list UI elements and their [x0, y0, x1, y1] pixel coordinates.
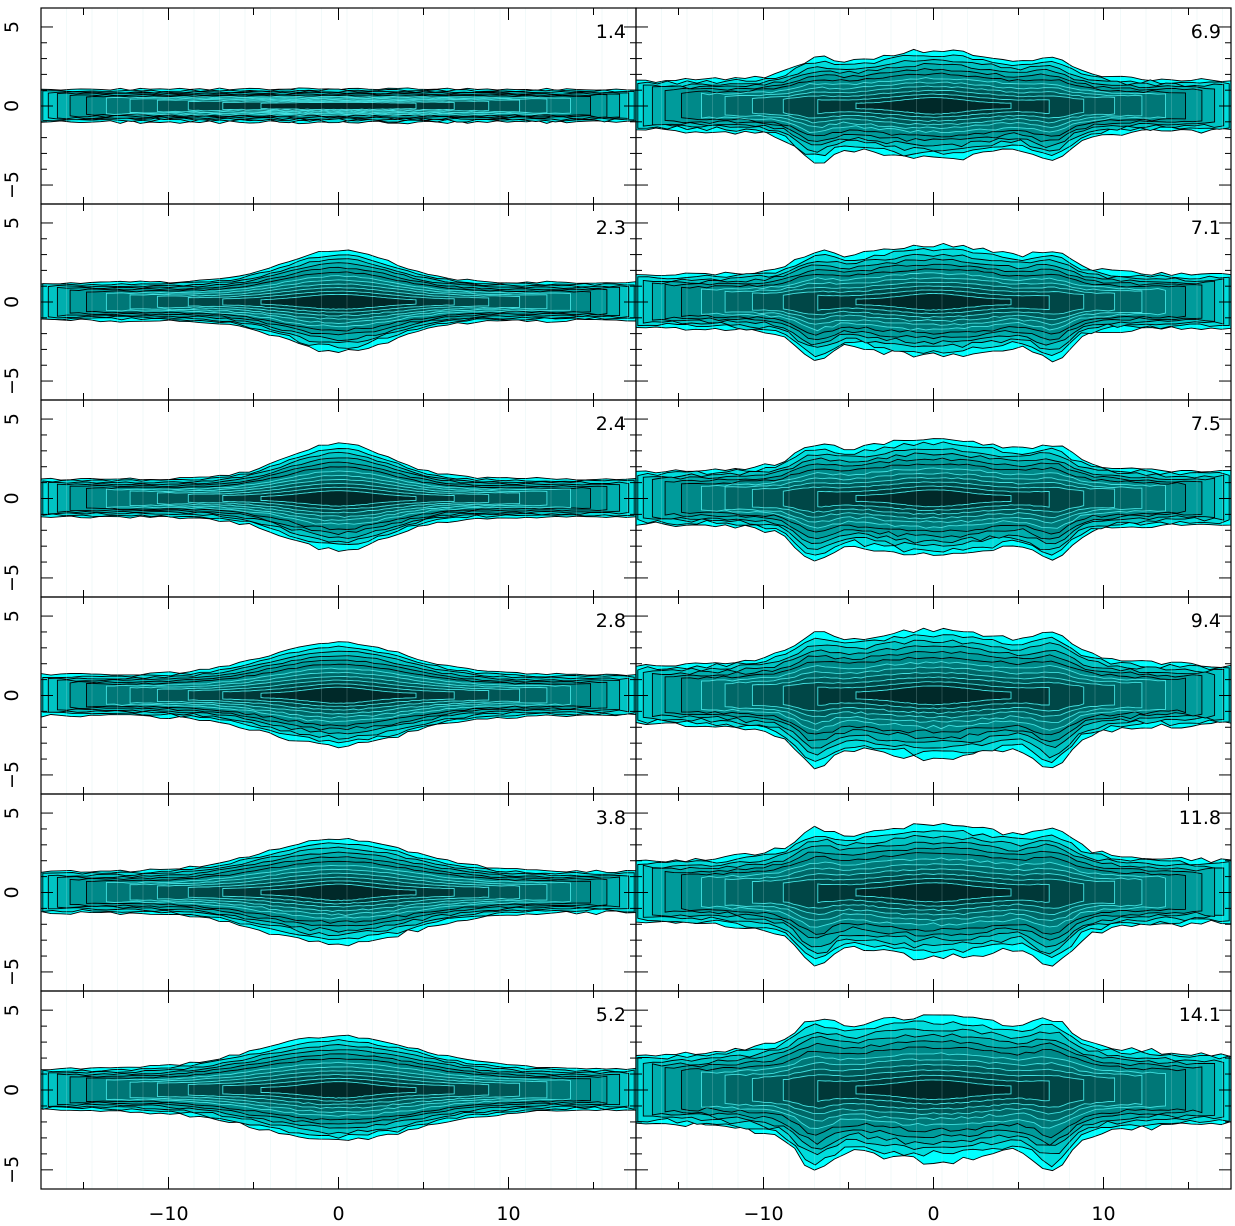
panel-label: 1.4	[596, 21, 626, 43]
x-tick-label: 0	[927, 1203, 939, 1225]
panel-6-9: 6.9	[635, 7, 1232, 205]
contour-fill	[636, 991, 1231, 1189]
x-tick-label: −10	[743, 1203, 783, 1225]
grid-lines	[661, 991, 1223, 1189]
panel-label: 11.8	[1179, 807, 1221, 829]
panel-label: 7.1	[1191, 217, 1221, 239]
contour-level-11	[260, 1081, 417, 1099]
panel-label: 5.2	[596, 1004, 626, 1026]
y-tick-label: 5	[1, 21, 23, 33]
panel-label: 2.8	[596, 610, 626, 632]
grid-lines	[661, 8, 1223, 204]
y-tick-label: 0	[1, 100, 23, 112]
contour-level-11	[855, 1079, 1012, 1101]
grid-lines	[66, 204, 628, 400]
grid-lines	[661, 794, 1223, 991]
contour-level-11	[855, 489, 1012, 508]
panel-label: 6.9	[1191, 21, 1221, 43]
contour-level-11	[260, 490, 417, 507]
y-tick-label: 5	[1, 413, 23, 425]
panel-label: 9.4	[1191, 610, 1221, 632]
contour-level-11	[260, 686, 417, 704]
y-tick-label: −5	[1, 761, 23, 789]
grid-lines	[66, 400, 628, 597]
panel-9-4: 9.4	[635, 596, 1232, 795]
y-tick-label: 0	[1, 689, 23, 701]
y-tick-label: 0	[1, 1084, 23, 1096]
panels-group: −5 0 5 1.4 −5 0 5 2.3 −5 0 5 2.4 −5 0 5 2.8 −5 0 5 3.8 −5 0 5 5…	[1, 7, 1232, 1225]
x-tick-label: −10	[148, 1203, 188, 1225]
contour-level-11	[855, 685, 1012, 706]
x-tick-label: 0	[332, 1203, 344, 1225]
panel-7-1: 7.1	[635, 203, 1232, 401]
panel-label: 14.1	[1179, 1004, 1221, 1026]
grid-lines	[66, 991, 628, 1189]
y-tick-label: −5	[1, 367, 23, 395]
panel-5-2: −5 0 5 5.2 −10 0 10	[1, 990, 637, 1225]
panel-label: 2.4	[596, 413, 626, 435]
contour-level-11	[260, 101, 417, 111]
panel-label: 7.5	[1191, 413, 1221, 435]
contour-level-11	[855, 293, 1012, 311]
grid-lines	[66, 794, 628, 991]
contour-fill	[41, 204, 636, 400]
x-tick-label: 10	[496, 1203, 520, 1225]
y-tick-label: −5	[1, 564, 23, 592]
y-tick-label: 5	[1, 807, 23, 819]
panel-1-4: −5 0 5 1.4	[1, 7, 637, 205]
grid-lines	[66, 8, 628, 204]
panel-7-5: 7.5	[635, 399, 1232, 598]
grid-lines	[661, 400, 1223, 597]
grid-lines	[661, 597, 1223, 794]
x-tick-label: 10	[1091, 1203, 1115, 1225]
grid-lines	[661, 204, 1223, 400]
contour-level-11	[855, 882, 1012, 903]
panel-2-8: −5 0 5 2.8	[1, 596, 637, 795]
contour-level-11	[260, 883, 417, 902]
panel-2-3: −5 0 5 2.3	[1, 203, 637, 401]
y-tick-label: 5	[1, 1004, 23, 1016]
contour-fill	[636, 794, 1231, 991]
y-tick-label: −5	[1, 171, 23, 199]
contour-fill	[41, 991, 636, 1189]
contour-fill	[41, 794, 636, 991]
panel-label: 3.8	[596, 807, 626, 829]
contour-fill	[636, 597, 1231, 794]
panel-label: 2.3	[596, 217, 626, 239]
contour-fill	[41, 8, 636, 204]
y-tick-label: 5	[1, 217, 23, 229]
panel-2-4: −5 0 5 2.4	[1, 399, 637, 598]
contour-fill	[41, 597, 636, 794]
grid-lines	[66, 597, 628, 794]
contour-level-11	[855, 97, 1012, 115]
contour-fill	[636, 400, 1231, 597]
contour-fill	[636, 204, 1231, 400]
contour-level-11	[260, 293, 417, 310]
contour-fill	[41, 400, 636, 597]
y-tick-label: 0	[1, 296, 23, 308]
y-tick-label: −5	[1, 958, 23, 986]
y-tick-label: 0	[1, 492, 23, 504]
panel-11-8: 11.8	[635, 793, 1232, 992]
y-tick-label: −5	[1, 1156, 23, 1184]
y-tick-label: 5	[1, 610, 23, 622]
panel-3-8: −5 0 5 3.8	[1, 793, 637, 992]
contour-fill	[636, 8, 1231, 204]
y-tick-label: 0	[1, 886, 23, 898]
panel-14-1: 14.1 −10 0 10	[635, 990, 1232, 1225]
